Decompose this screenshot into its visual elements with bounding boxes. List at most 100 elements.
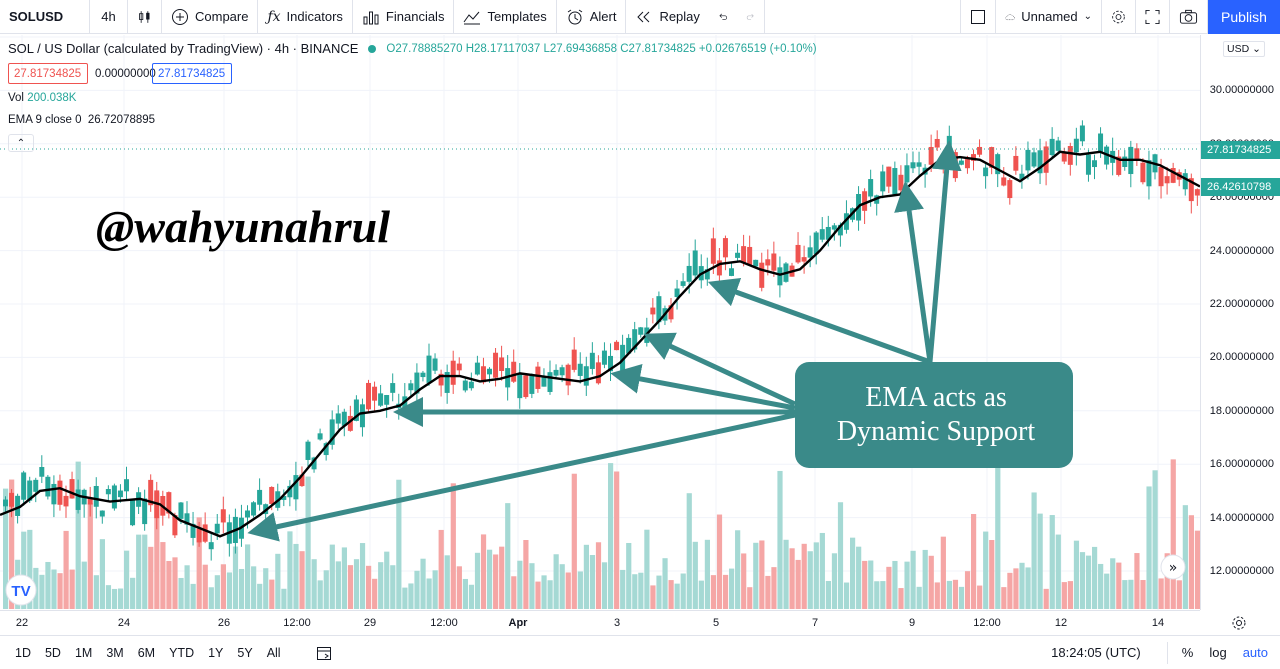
rewind-icon bbox=[637, 11, 650, 22]
candle-body bbox=[21, 472, 27, 500]
plus-circle-icon bbox=[172, 8, 188, 25]
templates-button[interactable]: Templates bbox=[454, 0, 557, 34]
support-arrow bbox=[610, 364, 796, 411]
log-toggle[interactable]: log bbox=[1209, 645, 1227, 660]
range-button-1d[interactable]: 1D bbox=[15, 645, 31, 660]
layout-select-button[interactable] bbox=[960, 0, 996, 34]
time-axis[interactable]: 22 24 26 12:00 29 12:00 Apr 3 5 7 9 12:00 12 14 bbox=[0, 610, 1200, 635]
symbol-search-button[interactable]: SOLUSD bbox=[0, 0, 90, 34]
volume-bar bbox=[922, 549, 928, 609]
volume-bar bbox=[874, 581, 880, 609]
replay-button[interactable]: Replay bbox=[626, 0, 708, 34]
candle-body bbox=[450, 360, 456, 385]
candle-body bbox=[589, 352, 595, 369]
collapse-legend-button[interactable]: ⌃ bbox=[8, 134, 34, 152]
replay-label: Replay bbox=[659, 9, 700, 24]
chevron-down-icon: ⌄ bbox=[1083, 11, 1092, 22]
candle-body bbox=[1025, 149, 1031, 171]
candle-body bbox=[880, 171, 886, 192]
chart-style-button[interactable] bbox=[128, 0, 162, 34]
volume-bar bbox=[547, 580, 553, 609]
candle-body bbox=[190, 523, 196, 538]
range-button-all[interactable]: All bbox=[266, 645, 281, 660]
interval-button[interactable]: 4h bbox=[90, 0, 128, 34]
vol-label: Vol bbox=[8, 92, 24, 104]
fullscreen-button[interactable] bbox=[1136, 0, 1170, 34]
volume-bar bbox=[57, 573, 63, 609]
candle-body bbox=[565, 364, 571, 386]
date-range-buttons: 1D 5D 1M 3M 6M YTD 1Y 5Y All bbox=[8, 646, 288, 660]
candle-body bbox=[1013, 155, 1019, 171]
volume-bar bbox=[130, 577, 136, 609]
volume-bar bbox=[444, 555, 450, 609]
settings-button[interactable] bbox=[1102, 0, 1136, 34]
alert-label: Alert bbox=[589, 9, 617, 24]
candle-body bbox=[172, 515, 178, 536]
range-button-3m[interactable]: 3M bbox=[106, 645, 124, 660]
range-button-5y[interactable]: 5Y bbox=[237, 645, 253, 660]
candle-body bbox=[426, 355, 432, 383]
volume-bar bbox=[1061, 582, 1067, 609]
auto-toggle[interactable]: auto bbox=[1242, 645, 1268, 660]
candle-body bbox=[245, 510, 250, 518]
compare-button[interactable]: Compare bbox=[162, 0, 259, 34]
snapshot-button[interactable] bbox=[1170, 0, 1208, 34]
settings-corner-button[interactable] bbox=[1228, 614, 1250, 632]
candle-body bbox=[390, 383, 396, 393]
candle-body bbox=[511, 361, 517, 382]
candle-body bbox=[335, 413, 341, 424]
candle-body bbox=[1049, 138, 1055, 156]
clock-label[interactable]: 18:24:05 (UTC) bbox=[1051, 645, 1141, 660]
buy-price-box[interactable]: 27.81734825 bbox=[152, 63, 232, 84]
candle-body bbox=[1001, 177, 1007, 186]
percent-toggle[interactable]: % bbox=[1181, 645, 1194, 660]
callout-line-1: EMA acts as bbox=[865, 382, 1007, 413]
indicators-button[interactable]: ƒx Indicators bbox=[258, 0, 353, 34]
financials-button[interactable]: Financials bbox=[353, 0, 455, 34]
volume-bar bbox=[759, 540, 765, 609]
range-button-ytd[interactable]: YTD bbox=[169, 645, 195, 660]
range-button-1m[interactable]: 1M bbox=[74, 645, 93, 660]
goto-date-button[interactable] bbox=[312, 643, 336, 663]
volume-bar bbox=[299, 551, 305, 609]
alert-button[interactable]: Alert bbox=[557, 0, 627, 34]
candle-body bbox=[813, 232, 819, 255]
publish-button[interactable]: Publish bbox=[1208, 0, 1280, 34]
price-scale[interactable]: USD ⌄ 30.0000000028.0000000026.000000002… bbox=[1200, 35, 1280, 610]
volume-bar bbox=[541, 575, 547, 609]
bottom-toolbar: 1D 5D 1M 3M 6M YTD 1Y 5Y All 18:24:05 (UTC) % lo… bbox=[0, 635, 1280, 669]
tv-logo-icon: TV bbox=[11, 583, 30, 600]
redo-button[interactable] bbox=[737, 0, 765, 34]
volume-bar bbox=[674, 583, 680, 609]
candle-body bbox=[1073, 138, 1079, 153]
currency-select[interactable]: USD ⌄ bbox=[1223, 41, 1265, 57]
ema-legend[interactable]: EMA 9 close 0 26.72078895 bbox=[8, 114, 155, 126]
undo-button[interactable] bbox=[709, 0, 737, 34]
tradingview-logo[interactable]: TV bbox=[5, 574, 37, 606]
volume-bar bbox=[910, 550, 916, 609]
candle-body bbox=[892, 168, 898, 195]
candle-body bbox=[9, 492, 15, 507]
volume-bar bbox=[601, 562, 608, 609]
spread-value: 0.00000000 bbox=[95, 67, 156, 80]
volume-bar bbox=[402, 587, 408, 609]
candle-body bbox=[281, 495, 287, 500]
price-chart[interactable]: EMA acts as Dynamic Support @wahyunahrul… bbox=[0, 35, 1200, 610]
price-tick-label: 22.00000000 bbox=[1209, 298, 1274, 310]
volume-legend[interactable]: Vol 200.038K bbox=[8, 92, 76, 104]
candle-body bbox=[372, 386, 378, 401]
volume-bar bbox=[1055, 534, 1061, 609]
range-button-5d[interactable]: 5D bbox=[44, 645, 61, 660]
range-button-1y[interactable]: 1Y bbox=[208, 645, 224, 660]
save-layout-button[interactable]: Unnamed ⌄ bbox=[996, 0, 1102, 34]
candle-body bbox=[759, 262, 765, 288]
candle-body bbox=[130, 500, 136, 526]
candle-body bbox=[595, 362, 601, 384]
volume-bar bbox=[1013, 568, 1019, 609]
volume-bar bbox=[831, 553, 838, 609]
range-button-6m[interactable]: 6M bbox=[137, 645, 156, 660]
scroll-to-realtime-button[interactable]: » bbox=[1160, 554, 1186, 580]
candle-body bbox=[1164, 176, 1170, 184]
sell-price-box[interactable]: 27.81734825 bbox=[8, 63, 88, 84]
volume-bar bbox=[1085, 555, 1092, 609]
